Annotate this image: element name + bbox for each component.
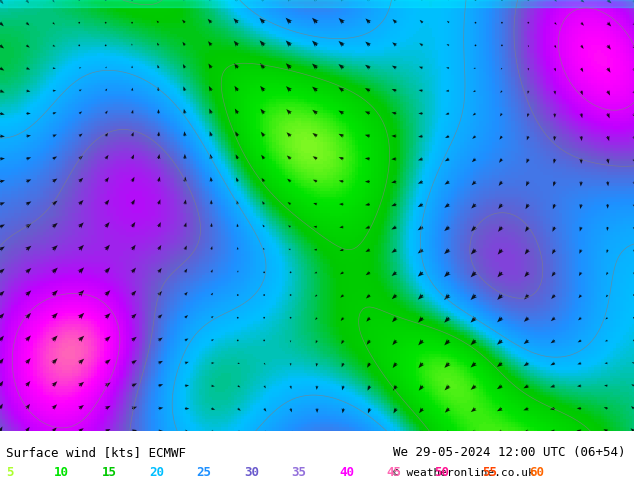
Text: 20: 20	[149, 466, 164, 479]
Text: 40: 40	[339, 466, 354, 479]
Text: 55: 55	[482, 466, 497, 479]
Text: © weatheronline.co.uk: © weatheronline.co.uk	[393, 468, 535, 478]
Text: 35: 35	[292, 466, 307, 479]
Text: 5: 5	[6, 466, 14, 479]
Bar	[0, 0, 634, 7]
Text: 60: 60	[529, 466, 545, 479]
Text: 25: 25	[197, 466, 212, 479]
Text: 50: 50	[434, 466, 450, 479]
Text: 30: 30	[244, 466, 259, 479]
Text: 45: 45	[387, 466, 402, 479]
Text: 15: 15	[101, 466, 117, 479]
Text: Surface wind [kts] ECMWF: Surface wind [kts] ECMWF	[6, 446, 186, 459]
Text: 10: 10	[54, 466, 69, 479]
Text: We 29-05-2024 12:00 UTC (06+54): We 29-05-2024 12:00 UTC (06+54)	[393, 446, 626, 459]
